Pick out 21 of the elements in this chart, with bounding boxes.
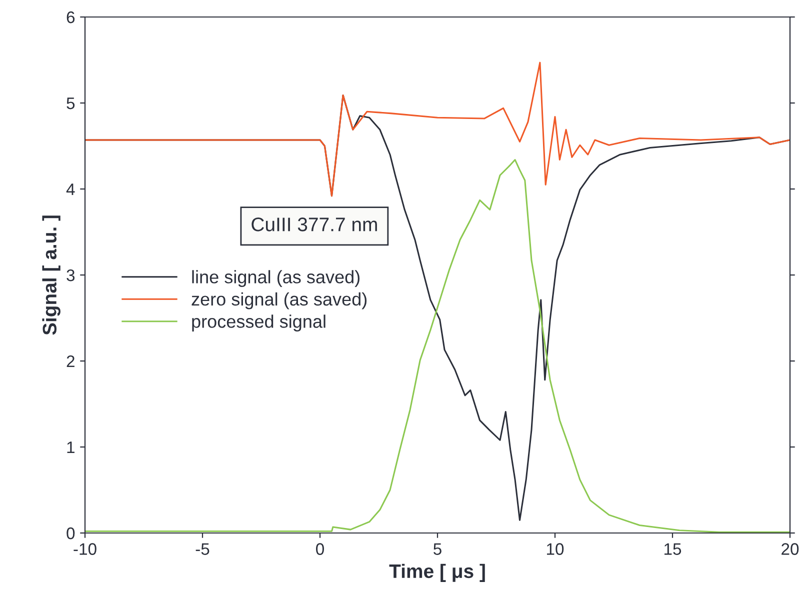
y-tick-label: 0 <box>66 527 75 540</box>
x-tick-label: 20 <box>782 543 799 555</box>
y-tick-label: 5 <box>66 98 75 110</box>
legend-label: zero signal (as saved) <box>192 292 367 310</box>
y-tick-label: 3 <box>66 269 75 282</box>
y-axis-title: Signal [ a.u. ] <box>42 216 60 335</box>
x-tick-label: -5 <box>196 543 210 555</box>
x-tick-label: 10 <box>547 543 564 555</box>
x-tick-label: 5 <box>434 543 442 555</box>
legend-label: processed signal <box>192 314 326 332</box>
y-tick-label: 4 <box>66 184 75 196</box>
y-tick-label: 2 <box>66 355 74 368</box>
line-series <box>85 62 790 197</box>
legend-label: line signal (as saved) <box>192 270 360 287</box>
x-tick-label: 0 <box>316 543 324 555</box>
annotation: CuIII 377.7 nm <box>252 218 377 232</box>
x-tick-label: -10 <box>74 543 96 555</box>
x-axis-title: Time [ μs ] <box>389 564 485 582</box>
y-tick-label: 1 <box>67 442 74 454</box>
x-tick-label: 15 <box>664 543 682 555</box>
y-tick-label: 6 <box>66 11 75 24</box>
